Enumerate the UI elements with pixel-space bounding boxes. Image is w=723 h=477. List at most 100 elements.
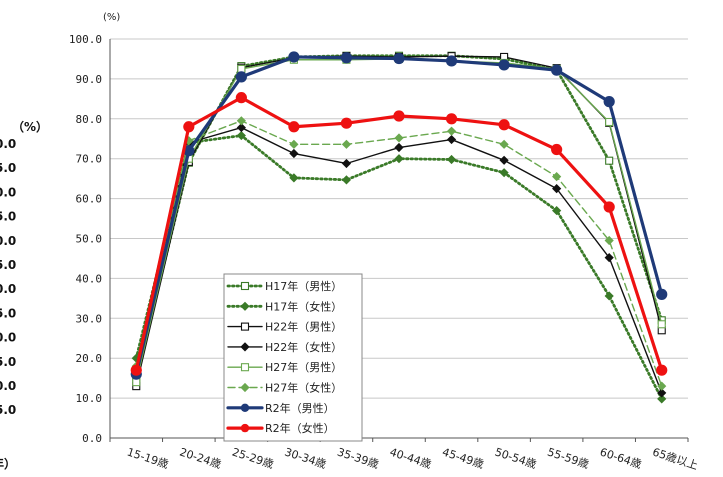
legend: H17年（男性） H17年（女性） H22年（男性） H22年（女性） H27年（男性）… <box>223 273 363 442</box>
series-lines <box>130 51 668 404</box>
legend-entry-label: H17年（女性） <box>265 299 342 313</box>
y-tick-label: 90.0 <box>76 73 103 86</box>
data-point <box>394 133 404 143</box>
data-point <box>498 59 510 71</box>
data-point <box>341 139 352 149</box>
data-point <box>289 173 299 183</box>
y-tick-label: 100.0 <box>69 33 102 46</box>
x-tick-label: 60-64歳 <box>598 445 643 471</box>
clipped-left-axis: （%） 0.0 5.0 0.0 5.0 0.0 5.0 0.0 5.0 0.0 5.0 0.0 5.0… <box>0 119 48 471</box>
legend-swatch-marker <box>240 382 250 393</box>
y-tick-label: 60.0 <box>76 193 103 206</box>
data-point <box>446 126 457 136</box>
data-point <box>341 175 352 185</box>
series-line <box>134 55 664 376</box>
data-point <box>656 288 668 300</box>
series-8 <box>130 92 668 376</box>
clipped-axis-tick-label: 5.0 <box>0 210 16 224</box>
clipped-axis-tick-label: 0.0 <box>0 137 16 151</box>
x-tick-label: 15-19歳 <box>125 445 170 471</box>
data-point <box>657 388 667 398</box>
data-point <box>446 134 457 145</box>
data-point <box>657 320 666 329</box>
series-1 <box>132 51 666 383</box>
legend-entry-label: H22年（女性） <box>265 340 342 354</box>
clipped-axis-tick-label: 0.0 <box>0 282 16 296</box>
x-tick-label: 45-49歳 <box>441 445 486 471</box>
series-5 <box>132 54 666 387</box>
data-point <box>552 184 562 194</box>
clipped-axis-tick-label: 5.0 <box>0 306 16 320</box>
x-tick-label: 50-54歳 <box>493 445 538 471</box>
data-point <box>657 394 667 404</box>
series-line <box>135 55 663 387</box>
data-point <box>236 116 246 126</box>
y-tick-label: 20.0 <box>76 352 103 365</box>
data-point <box>341 158 352 169</box>
legend-entry-label: H27年（女性） <box>265 381 342 395</box>
series-2 <box>131 130 667 404</box>
data-point <box>393 110 405 122</box>
x-tick-label: 55-59歳 <box>546 445 591 471</box>
data-point <box>394 154 404 164</box>
series-line <box>134 54 664 380</box>
legend-swatch-marker <box>240 342 250 352</box>
data-point <box>604 235 614 246</box>
data-point <box>603 201 615 213</box>
legend-box <box>223 273 363 442</box>
data-point <box>446 154 457 165</box>
clipped-axis-unit-label: （%） <box>12 119 48 134</box>
clipped-axis-tick-label: 5.0 <box>0 161 16 175</box>
legend-swatch-marker <box>240 322 250 331</box>
data-point <box>551 64 563 76</box>
legend-swatch-marker <box>240 363 250 372</box>
x-tick-label: 35-39歳 <box>336 445 381 471</box>
x-tick-label: 20-24歳 <box>178 445 223 471</box>
x-tick-label: 30-34歳 <box>283 445 328 471</box>
gridlines <box>110 38 688 399</box>
data-point <box>183 145 195 157</box>
series-3 <box>132 52 666 391</box>
data-point <box>236 122 246 133</box>
data-point <box>235 92 247 104</box>
clipped-axis-tick-label: 0.0 <box>0 379 16 393</box>
clipped-axis-tick-label: 5.0 <box>0 403 16 417</box>
data-point <box>445 113 458 125</box>
data-point <box>499 139 509 149</box>
clipped-axis-tick-label: 5.0 <box>0 355 16 369</box>
data-point <box>183 121 195 133</box>
clipped-axis-tick-label: 0.0 <box>0 331 16 345</box>
data-point <box>130 364 142 376</box>
y-tick-label: 40.0 <box>76 272 103 285</box>
legend-entry-label: H22年（男性） <box>265 320 342 334</box>
y-tick-label: 80.0 <box>76 113 103 126</box>
legend-entry-label: R2年（女性） <box>265 421 335 435</box>
data-point <box>235 71 247 83</box>
data-point <box>552 172 562 182</box>
data-point <box>236 130 246 141</box>
data-point <box>604 253 614 263</box>
clipped-axis-tick-label: 5.0 <box>0 258 16 272</box>
data-point <box>498 119 510 131</box>
data-point <box>657 381 667 391</box>
data-point <box>288 121 300 133</box>
data-point <box>605 156 614 165</box>
legend-swatch-marker <box>240 423 250 433</box>
clipped-axis-tick-label: 0.0 <box>0 234 16 248</box>
data-point <box>393 52 405 65</box>
series-7 <box>130 51 668 380</box>
data-point <box>552 205 562 216</box>
data-point <box>499 155 509 165</box>
y-tick-label: 30.0 <box>76 312 103 325</box>
y-axis-unit-label: (%) <box>103 12 120 23</box>
y-tick-label: 50.0 <box>76 233 103 246</box>
legend-swatch-marker <box>240 301 250 311</box>
legend-entry-label: R2年（男性） <box>265 401 335 415</box>
data-point <box>288 51 300 63</box>
legend-swatch-marker <box>240 281 250 291</box>
x-tick-label: 65歳以上 <box>651 445 700 472</box>
series-line <box>135 58 663 383</box>
data-point <box>289 148 299 159</box>
y-tick-label: 10.0 <box>76 392 103 405</box>
data-point <box>340 52 353 64</box>
